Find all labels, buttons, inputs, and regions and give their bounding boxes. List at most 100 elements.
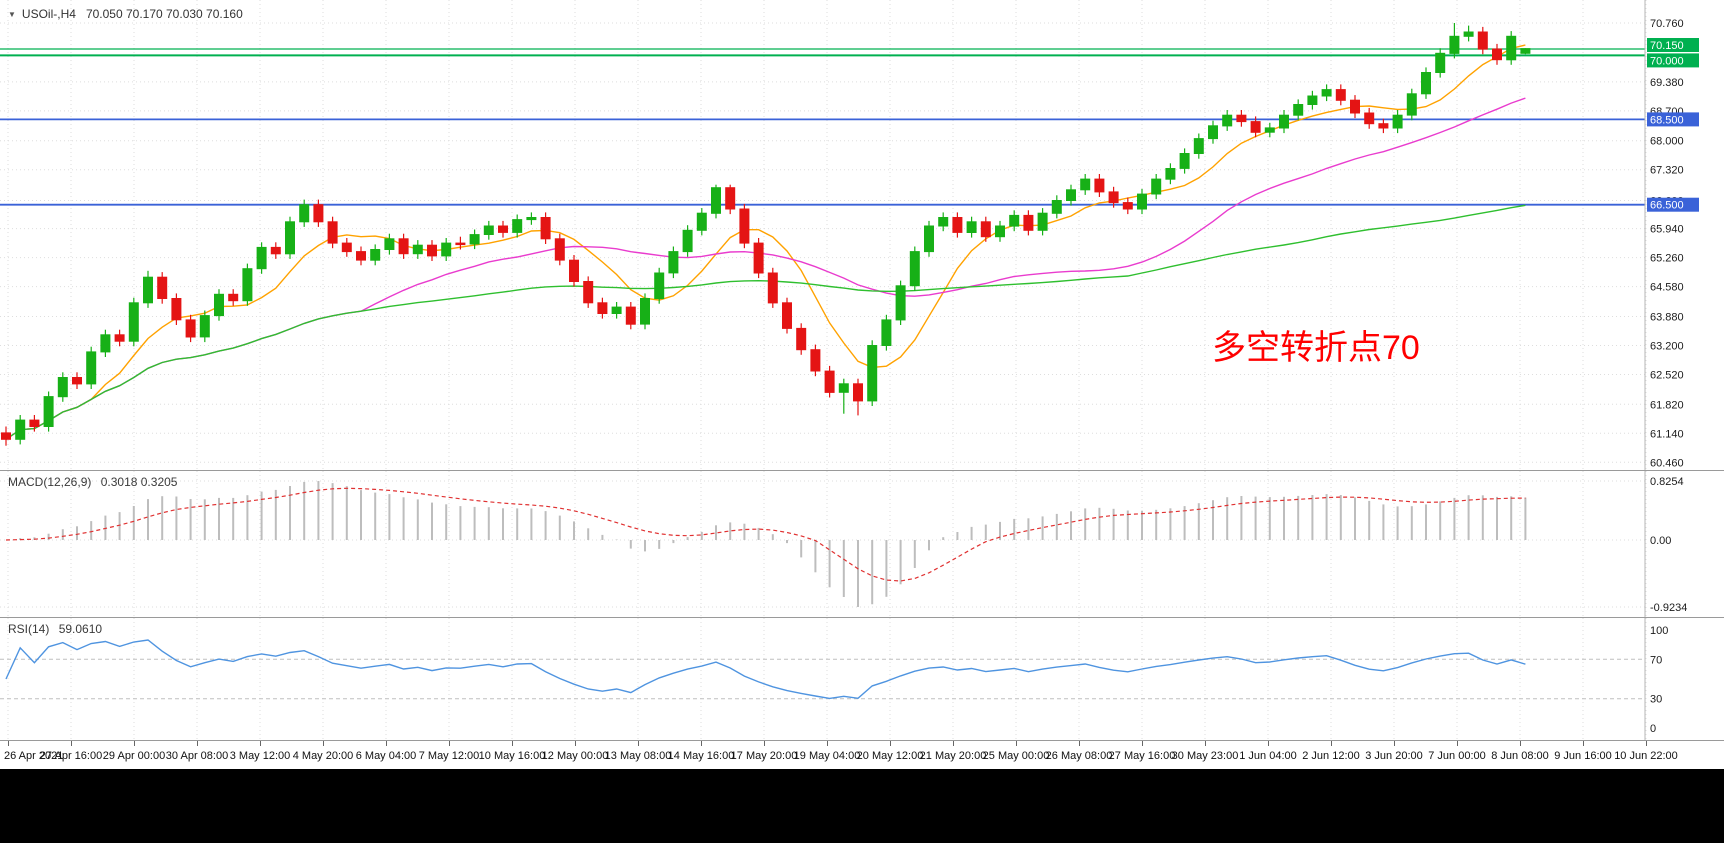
- macd-values: 0.3018 0.3205: [100, 475, 178, 489]
- time-label: 26 Apr 2021: [4, 750, 64, 762]
- time-label: 20 May 12:00: [856, 750, 924, 762]
- svg-text:64.580: 64.580: [1650, 282, 1684, 294]
- rsi-grid-layer: [0, 618, 1647, 740]
- svg-text:0.00: 0.00: [1650, 535, 1671, 547]
- time-label: 27 Apr 16:00: [39, 750, 103, 762]
- rsi-line: [5, 639, 1526, 700]
- svg-text:100: 100: [1650, 625, 1668, 637]
- time-label: 3 May 12:00: [229, 750, 291, 762]
- time-label: 6 May 04:00: [355, 750, 417, 762]
- svg-text:0.8254: 0.8254: [1650, 476, 1684, 488]
- time-tick: [386, 741, 387, 746]
- rsi-timeaxis-separator: [0, 740, 1724, 741]
- time-tick: [197, 741, 198, 746]
- time-label: 30 Apr 08:00: [165, 750, 229, 762]
- svg-text:61.820: 61.820: [1650, 399, 1684, 411]
- time-tick: [1016, 741, 1017, 746]
- symbol-timeframe-label: USOil-,H4: [21, 7, 76, 21]
- bottom-strip: [0, 769, 1724, 843]
- svg-text:61.140: 61.140: [1650, 428, 1684, 440]
- text-annotation: 多空转折点70: [1212, 329, 1420, 367]
- candles-layer: [1, 23, 1531, 446]
- time-tick: [638, 741, 639, 746]
- grid-layer: [0, 0, 1647, 470]
- time-tick: [1394, 741, 1395, 746]
- svg-text:60.460: 60.460: [1650, 457, 1684, 469]
- time-label: 29 Apr 00:00: [102, 750, 166, 762]
- time-tick: [323, 741, 324, 746]
- svg-text:69.380: 69.380: [1650, 77, 1684, 89]
- macd-rsi-separator[interactable]: [0, 617, 1724, 618]
- svg-text:70.760: 70.760: [1650, 18, 1684, 30]
- time-label: 30 May 23:00: [1171, 750, 1239, 762]
- time-tick: [1520, 741, 1521, 746]
- time-label: 1 Jun 04:00: [1239, 750, 1297, 762]
- horizontal-price-lines[interactable]: [0, 48, 1645, 206]
- time-label: 21 May 20:00: [919, 750, 987, 762]
- main-chart-canvas[interactable]: 70.76070.15070.00069.38068.70068.50068.0…: [0, 0, 1724, 470]
- macd-grid-layer: [0, 471, 1647, 617]
- svg-text:66.500: 66.500: [1650, 200, 1684, 212]
- time-tick: [575, 741, 576, 746]
- ohlc-values-label: 70.050 70.170 70.030 70.160: [85, 7, 243, 21]
- time-tick: [8, 741, 9, 746]
- rsi-value: 59.0610: [58, 622, 103, 636]
- svg-text:30: 30: [1650, 694, 1662, 706]
- rsi-axis[interactable]: 100 70 30 0: [1650, 625, 1668, 735]
- svg-text:65.940: 65.940: [1650, 224, 1684, 236]
- svg-text:70.150: 70.150: [1650, 40, 1684, 52]
- time-tick: [764, 741, 765, 746]
- time-label: 19 May 04:00: [793, 750, 861, 762]
- time-tick: [1268, 741, 1269, 746]
- rsi-label: RSI(14) 59.0610: [8, 622, 102, 636]
- chart-title: ▼ USOil-,H4 70.050 70.170 70.030 70.160: [8, 7, 243, 21]
- svg-text:63.880: 63.880: [1650, 312, 1684, 324]
- time-tick: [890, 741, 891, 746]
- time-tick: [1457, 741, 1458, 746]
- svg-text:62.520: 62.520: [1650, 370, 1684, 382]
- time-tick: [1331, 741, 1332, 746]
- time-tick: [260, 741, 261, 746]
- time-tick: [701, 741, 702, 746]
- svg-text:70.000: 70.000: [1650, 55, 1684, 67]
- time-tick: [512, 741, 513, 746]
- time-label: 14 May 16:00: [667, 750, 735, 762]
- svg-text:0: 0: [1650, 723, 1656, 735]
- time-tick: [1205, 741, 1206, 746]
- rsi-name: RSI(14): [8, 622, 50, 636]
- time-label: 10 Jun 22:00: [1614, 750, 1678, 762]
- time-tick: [134, 741, 135, 746]
- time-tick: [1646, 741, 1647, 746]
- time-tick: [1079, 741, 1080, 746]
- time-label: 17 May 20:00: [730, 750, 798, 762]
- time-label: 8 Jun 08:00: [1491, 750, 1549, 762]
- svg-text:70: 70: [1650, 654, 1662, 666]
- time-tick: [953, 741, 954, 746]
- time-label: 9 Jun 16:00: [1554, 750, 1612, 762]
- svg-text:63.200: 63.200: [1650, 341, 1684, 353]
- svg-text:68.000: 68.000: [1650, 136, 1684, 148]
- time-axis[interactable]: 26 Apr 2021 27 Apr 16:00 29 Apr 00:00 30 Ap…: [0, 741, 1724, 767]
- time-label: 3 Jun 20:00: [1365, 750, 1423, 762]
- main-macd-separator[interactable]: [0, 470, 1724, 471]
- symbol-dropdown-icon[interactable]: ▼: [8, 9, 16, 19]
- time-label: 10 May 16:00: [478, 750, 546, 762]
- svg-text:67.320: 67.320: [1650, 165, 1684, 177]
- time-tick: [827, 741, 828, 746]
- time-label: 26 May 08:00: [1045, 750, 1113, 762]
- time-label: 25 May 00:00: [982, 750, 1050, 762]
- time-label: 4 May 20:00: [292, 750, 354, 762]
- macd-axis[interactable]: 0.8254 0.00 -0.9234: [1650, 476, 1687, 614]
- macd-label: MACD(12,26,9) 0.3018 0.3205: [8, 475, 177, 489]
- svg-text:65.260: 65.260: [1650, 253, 1684, 265]
- time-label: 7 Jun 00:00: [1428, 750, 1486, 762]
- time-label: 12 May 00:00: [541, 750, 609, 762]
- time-tick: [71, 741, 72, 746]
- macd-panel-canvas[interactable]: 0.8254 0.00 -0.9234: [0, 471, 1724, 617]
- ma-slow-line: [5, 204, 1526, 440]
- price-axis[interactable]: 70.76070.15070.00069.38068.70068.50068.0…: [1647, 18, 1699, 469]
- time-tick: [1583, 741, 1584, 746]
- time-tick: [1142, 741, 1143, 746]
- rsi-panel-canvas[interactable]: 100 70 30 0: [0, 618, 1724, 740]
